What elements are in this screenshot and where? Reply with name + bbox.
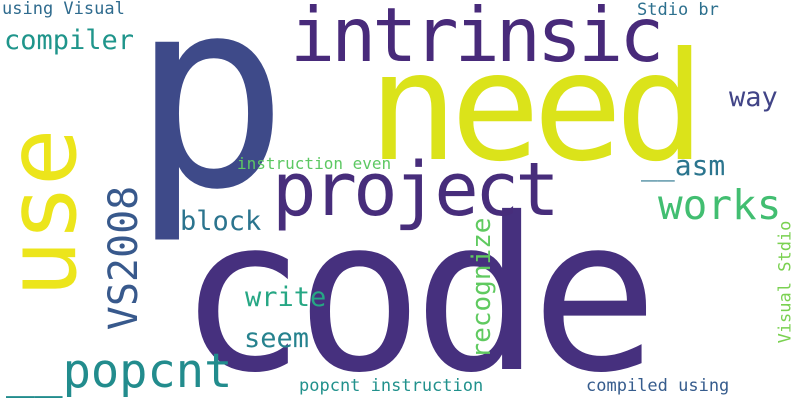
- word-compiler: compiler: [4, 25, 135, 56]
- word-asm: __asm: [641, 149, 726, 182]
- word-using-visual: using Visual: [2, 0, 125, 19]
- word-works: works: [658, 181, 782, 229]
- word-way: way: [729, 82, 778, 113]
- word-popcnt-instruction: popcnt instruction: [299, 376, 484, 396]
- word-use: use: [0, 130, 98, 298]
- word-popcnt: __popcnt: [6, 344, 233, 399]
- word-recognize: recognize: [467, 217, 497, 359]
- word-stdio-br: Stdio br: [637, 0, 719, 20]
- word-visual-stdio: Visual Stdio: [775, 220, 796, 344]
- word-project: project: [272, 147, 560, 233]
- word-need: need: [368, 21, 705, 195]
- word-seem: seem: [244, 323, 310, 354]
- word-block: block: [180, 206, 262, 237]
- word-instruction-even: instruction even: [237, 154, 392, 173]
- word-vs2008: VS2008: [101, 185, 147, 331]
- word-code: code: [178, 172, 659, 400]
- word-compiled-using: compiled using: [586, 376, 730, 396]
- word-intrinsic: intrinsic: [290, 0, 664, 79]
- word-write: write: [245, 282, 327, 313]
- word-p: p: [131, 0, 289, 247]
